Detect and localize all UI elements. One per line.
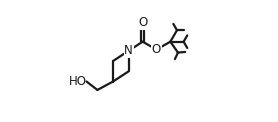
Text: HO: HO: [69, 75, 86, 88]
Text: O: O: [152, 43, 161, 56]
Text: N: N: [124, 44, 133, 57]
Text: O: O: [138, 16, 147, 29]
